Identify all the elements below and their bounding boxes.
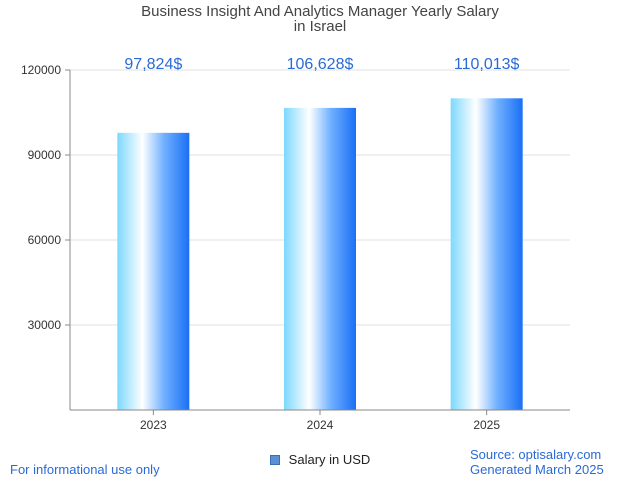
y-tick-label: 30000 — [28, 318, 62, 332]
data-label: 110,013$ — [454, 56, 520, 73]
y-tick-label: 60000 — [28, 233, 62, 247]
legend: Salary in USD — [0, 452, 640, 467]
y-tick-label: 120000 — [21, 63, 61, 77]
source-block: Source: optisalary.com Generated March 2… — [470, 447, 604, 477]
legend-swatch — [269, 454, 280, 465]
chart-title-line-1: Business Insight And Analytics Manager Y… — [141, 3, 499, 20]
legend-label: Salary in USD — [288, 452, 371, 467]
chart-title-line-2: in Israel — [293, 18, 347, 35]
disclaimer-text: For informational use only — [10, 462, 160, 477]
bar — [117, 132, 190, 410]
y-tick-label: 90000 — [28, 148, 62, 162]
data-label: 106,628$ — [287, 56, 354, 73]
x-tick-label: 2023 — [140, 418, 167, 432]
generated-text: Generated March 2025 — [470, 462, 604, 477]
source-text: Source: optisalary.com — [470, 447, 602, 462]
x-tick-label: 2025 — [473, 418, 500, 432]
chart-title: Business Insight And Analytics Manager Y… — [0, 4, 640, 34]
x-tick-label: 2024 — [307, 418, 334, 432]
data-label: 97,824$ — [124, 56, 182, 73]
bar — [284, 107, 356, 411]
bar — [450, 98, 523, 410]
